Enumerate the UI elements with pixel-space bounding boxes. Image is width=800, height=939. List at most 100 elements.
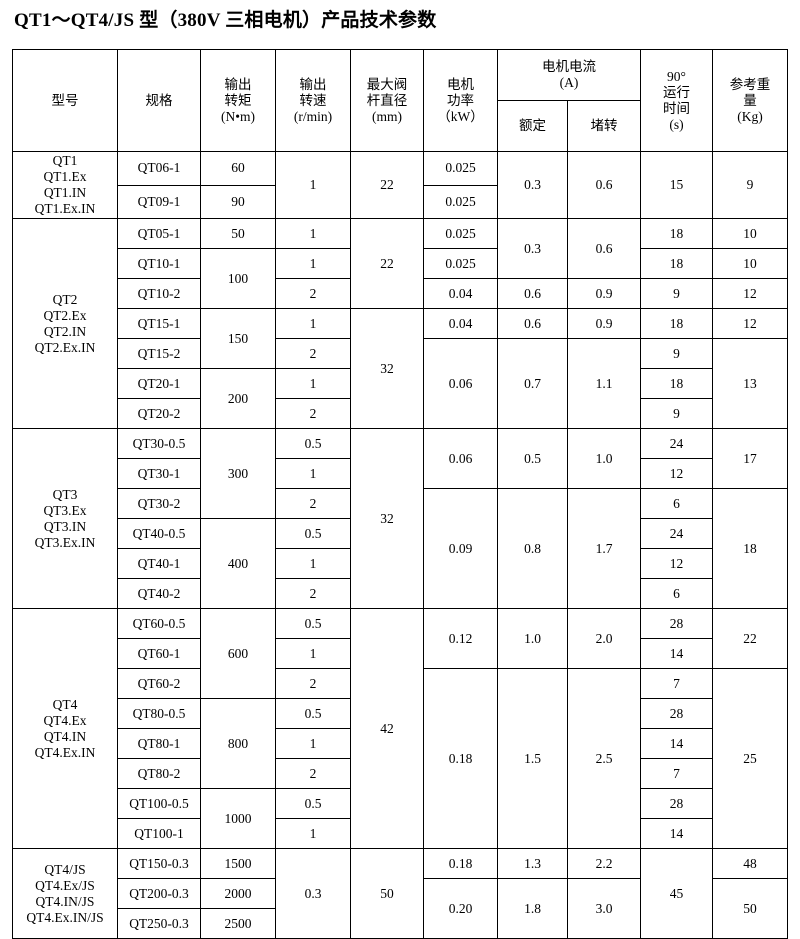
cell-current-locked: 2.2 <box>567 848 641 879</box>
cell-spec-code: QT10-2 <box>117 278 201 309</box>
header-unit: （kW） <box>437 108 484 124</box>
cell-model-names: QT3 QT3.Ex QT3.IN QT3.Ex.IN <box>12 428 118 609</box>
col-header-max-stem-diameter: 最大阀 杆直径 (mm) <box>350 49 424 152</box>
cell-current-locked: 2.0 <box>567 608 641 669</box>
cell-output-speed: 2 <box>275 578 351 609</box>
model-name: QT4/JS <box>44 861 86 877</box>
cell-reference-weight: 10 <box>712 248 788 279</box>
table-row: QT15-2 2 0.06 0.7 1.1 9 13 <box>13 338 788 429</box>
cell-spec-code: QT30-0.5 <box>117 428 201 459</box>
cell-current-rated: 1.5 <box>497 668 568 849</box>
table-row: QT80-2 2 7 <box>13 758 788 789</box>
table-row: QT10-1 100 1 0.025 18 10 <box>13 248 788 309</box>
cell-max-stem-diameter: 22 <box>350 151 424 219</box>
cell-run-time: 6 <box>640 488 713 519</box>
header-line: 量 <box>743 92 757 108</box>
col-header-motor-current-group: 电机电流 (A) <box>497 49 641 101</box>
table-row: QT15-1 150 1 32 0.04 0.6 0.9 18 12 <box>13 308 788 429</box>
cell-output-torque: 150 <box>200 308 276 369</box>
model-name: QT4.Ex.IN <box>34 744 96 760</box>
cell-max-stem-diameter: 22 <box>350 218 424 309</box>
cell-motor-power: 0.025 <box>423 151 498 186</box>
cell-model-names: QT4/JS QT4.Ex/JS QT4.IN/JS QT4.Ex.IN/JS <box>12 848 118 939</box>
cell-model-names: QT2 QT2.Ex QT2.IN QT2.Ex.IN <box>12 218 118 429</box>
cell-spec-code: QT100-0.5 <box>117 788 201 819</box>
cell-current-locked: 2.5 <box>567 668 641 849</box>
cell-motor-power: 0.18 <box>423 668 498 849</box>
header-row-1: 型号 规格 输出 转矩 (N•m) 输出 转速 (r/min) 最大阀 杆直径 … <box>12 49 788 152</box>
cell-run-time: 18 <box>640 218 713 249</box>
page-title: QT1～QT4/JS 型（380V 三相电机）产品技术参数 <box>14 10 437 31</box>
cell-output-torque: 300 <box>200 428 276 519</box>
cell-run-time: 6 <box>640 578 713 609</box>
table-row: QT80-0.5 800 0.5 28 <box>13 698 788 789</box>
cell-reference-weight: 22 <box>712 608 788 669</box>
cell-run-time: 9 <box>640 398 713 429</box>
cell-run-time: 45 <box>640 848 713 939</box>
model-name: QT3.Ex <box>43 502 87 518</box>
model-name: QT4.IN/JS <box>35 893 95 909</box>
table-row: QT80-1 1 14 <box>13 728 788 759</box>
cell-output-torque: 600 <box>200 608 276 699</box>
cell-run-time: 24 <box>640 518 713 549</box>
cell-reference-weight: 13 <box>712 338 788 429</box>
cell-output-torque: 50 <box>200 218 276 249</box>
table-row: QT1 QT1.Ex QT1.IN QT1.Ex.IN QT06-1 60 1 22 0.025… <box>12 151 788 219</box>
cell-run-time: 18 <box>640 308 713 339</box>
table-header: 型号 规格 输出 转矩 (N•m) 输出 转速 (r/min) 最大阀 杆直径 … <box>12 49 788 152</box>
model-name: QT3.IN <box>43 518 87 534</box>
cell-spec-code: QT15-1 <box>117 308 201 339</box>
cell-run-time: 18 <box>640 368 713 399</box>
cell-current-locked: 1.1 <box>567 338 641 429</box>
col-header-motor-power: 电机 功率 （kW） <box>423 49 498 152</box>
cell-current-rated: 1.3 <box>497 848 568 879</box>
cell-output-speed: 0.5 <box>275 428 351 459</box>
cell-output-speed: 2 <box>275 758 351 789</box>
header-unit: (mm) <box>372 108 402 124</box>
model-name: QT1.IN <box>43 185 87 200</box>
cell-output-torque: 200 <box>200 368 276 429</box>
cell-spec-code: QT40-0.5 <box>117 518 201 549</box>
table-row: QT4 QT4.Ex QT4.IN QT4.Ex.IN QT60-0.5 600 0.5 42… <box>12 608 788 849</box>
cell-output-speed: 2 <box>275 398 351 429</box>
cell-run-time: 24 <box>640 428 713 459</box>
cell-output-speed: 0.5 <box>275 608 351 639</box>
cell-spec-code: QT80-1 <box>117 728 201 759</box>
col-header-model: 型号 <box>12 49 118 152</box>
col-header-current-locked: 堵转 <box>567 100 641 152</box>
cell-spec-code: QT40-2 <box>117 578 201 609</box>
cell-spec-code: QT250-0.3 <box>117 908 201 939</box>
cell-run-time: 14 <box>640 818 713 849</box>
cell-spec-code: QT40-1 <box>117 548 201 579</box>
cell-run-time: 14 <box>640 638 713 669</box>
cell-motor-power: 0.025 <box>423 248 498 279</box>
cell-reference-weight: 17 <box>712 428 788 489</box>
cell-output-torque: 60 <box>200 151 276 186</box>
header-line: 90° <box>667 68 686 84</box>
cell-max-stem-diameter: 32 <box>350 308 424 429</box>
cell-output-speed: 1 <box>275 248 351 279</box>
cell-run-time: 28 <box>640 788 713 819</box>
cell-current-locked: 1.0 <box>567 428 641 489</box>
table-row: QT100-0.5 1000 0.5 28 <box>13 788 788 849</box>
table-row: QT3 QT3.Ex QT3.IN QT3.Ex.IN QT30-0.5 300 0.5 32… <box>12 428 788 609</box>
cell-run-time: 28 <box>640 698 713 729</box>
cell-spec-code: QT100-1 <box>117 818 201 849</box>
col-header-current-rated: 额定 <box>497 100 568 152</box>
table-row: QT100-1 1 14 <box>13 818 788 849</box>
cell-motor-power: 0.12 <box>423 608 498 669</box>
cell-current-rated: 0.5 <box>497 428 568 489</box>
cell-run-time: 18 <box>640 248 713 279</box>
cell-run-time: 12 <box>640 548 713 579</box>
cell-output-torque: 2500 <box>200 908 276 939</box>
cell-output-speed: 1 <box>275 638 351 669</box>
cell-motor-power: 0.20 <box>423 878 498 939</box>
header-line: 运行 <box>663 84 690 100</box>
cell-current-locked: 0.9 <box>567 308 641 339</box>
cell-output-speed: 2 <box>275 668 351 699</box>
cell-spec-code: QT80-2 <box>117 758 201 789</box>
cell-motor-power: 0.06 <box>423 428 498 489</box>
cell-output-speed: 2 <box>275 278 351 309</box>
model-name: QT1.Ex <box>43 169 87 184</box>
